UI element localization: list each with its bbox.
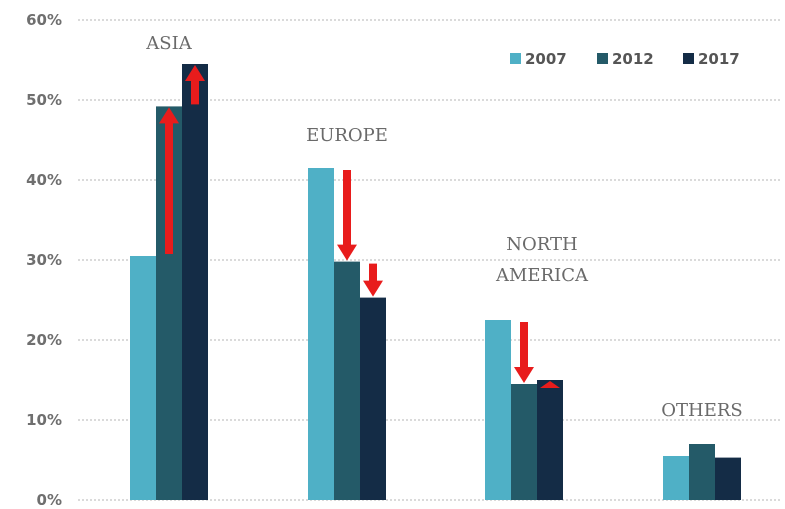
arrow-shaft [369,263,377,282]
arrow-head [337,244,357,261]
bar-europe-2012 [334,261,360,500]
bar-others-2007 [663,456,689,500]
y-tick-label: 50% [26,91,62,109]
bar-north-america-2017 [537,380,563,500]
arrow-head [514,367,534,383]
category-label: OTHERS [661,400,742,421]
change-arrow-europe-2012-2017 [363,263,383,297]
arrow-shaft [191,80,199,105]
change-arrow-asia-2012-2017 [185,65,205,105]
bar-north-america-2007 [485,320,511,500]
legend: 2007 2012 2017 [510,50,740,68]
arrow-head [159,107,179,124]
change-arrow-asia-2007-2012 [159,107,179,255]
bar-others-2012 [689,444,715,500]
bar-europe-2007 [308,168,334,500]
legend-label: 2012 [612,50,654,68]
y-tick-label: 10% [26,411,62,429]
arrow-shaft [165,122,173,255]
legend-label: 2017 [698,50,740,68]
category-label: EUROPE [306,125,388,146]
y-tick-label: 20% [26,331,62,349]
y-tick-label: 40% [26,171,62,189]
category-label: NORTH [506,234,577,255]
arrow-head [363,280,383,297]
change-arrow-north-america-2007-2012 [514,322,534,383]
bar-europe-2017 [360,297,386,500]
legend-swatch [510,53,521,64]
bar-north-america-2012 [511,384,537,500]
y-axis-ticks: 0% 10% 20% 30% 40% 50% 60% [26,11,62,509]
bar-others-2017 [715,457,741,500]
arrow-head [540,381,560,388]
bars [130,64,741,501]
y-tick-label: 60% [26,11,62,29]
bar-asia-2007 [130,256,156,500]
legend-swatch [683,53,694,64]
arrow-shaft [520,322,528,368]
y-tick-label: 30% [26,251,62,269]
category-label: ASIA [145,33,192,54]
change-arrows [159,65,560,388]
y-tick-label: 0% [37,491,62,509]
legend-label: 2007 [525,50,567,68]
change-arrow-europe-2007-2012 [337,170,357,261]
legend-swatch [597,53,608,64]
arrow-head [185,65,205,81]
bar-asia-2017 [182,64,208,500]
change-arrow-north-america-2012-2017 [540,381,560,388]
arrow-shaft [343,170,351,246]
category-label: AMERICA [495,265,589,286]
category-labels: ASIA EUROPE NORTH AMERICA OTHERS [145,33,742,421]
